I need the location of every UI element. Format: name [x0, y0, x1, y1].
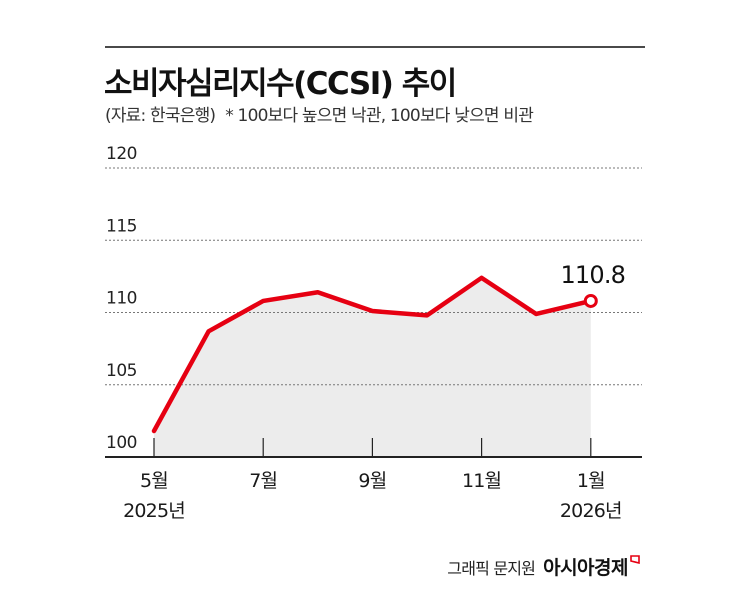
red-flag-outline-icon: [630, 555, 640, 565]
note-text: * 100보다 높으면 낙관, 100보다 낮으면 비관: [225, 106, 534, 126]
top-rule: [105, 46, 645, 48]
x-axis-label-month: 1월: [577, 470, 605, 492]
brand-name: 아시아경제: [543, 557, 628, 579]
last-value-label: 110.8: [560, 261, 625, 289]
x-axis-label-month: 9월: [358, 470, 386, 492]
area-fill: [154, 277, 591, 457]
x-axis-label-month: 11월: [462, 470, 501, 492]
x-axis-label-year: 2026년: [560, 500, 622, 522]
y-axis-label: 115: [106, 216, 137, 236]
y-axis-label: 120: [106, 144, 137, 164]
last-point-marker: [583, 293, 598, 308]
y-axis-label: 100: [106, 433, 137, 453]
x-axis-label-month: 7월: [249, 470, 277, 492]
x-axis-label-month: 5월: [140, 470, 168, 492]
y-axis-label: 105: [106, 361, 137, 381]
chart-subtitle: (자료: 한국은행) * 100보다 높으면 낙관, 100보다 낮으면 비관: [105, 101, 534, 126]
x-axis-label-year: 2025년: [123, 500, 185, 522]
y-axis-label: 110: [106, 289, 137, 309]
footer: 그래픽 문지원 아시아경제: [0, 553, 640, 580]
source-text: (자료: 한국은행): [105, 106, 216, 126]
data-line: [151, 275, 594, 434]
chart-title: 소비자심리지수(CCSI) 추이: [104, 66, 457, 102]
graphic-credit: 그래픽 문지원: [447, 559, 536, 578]
